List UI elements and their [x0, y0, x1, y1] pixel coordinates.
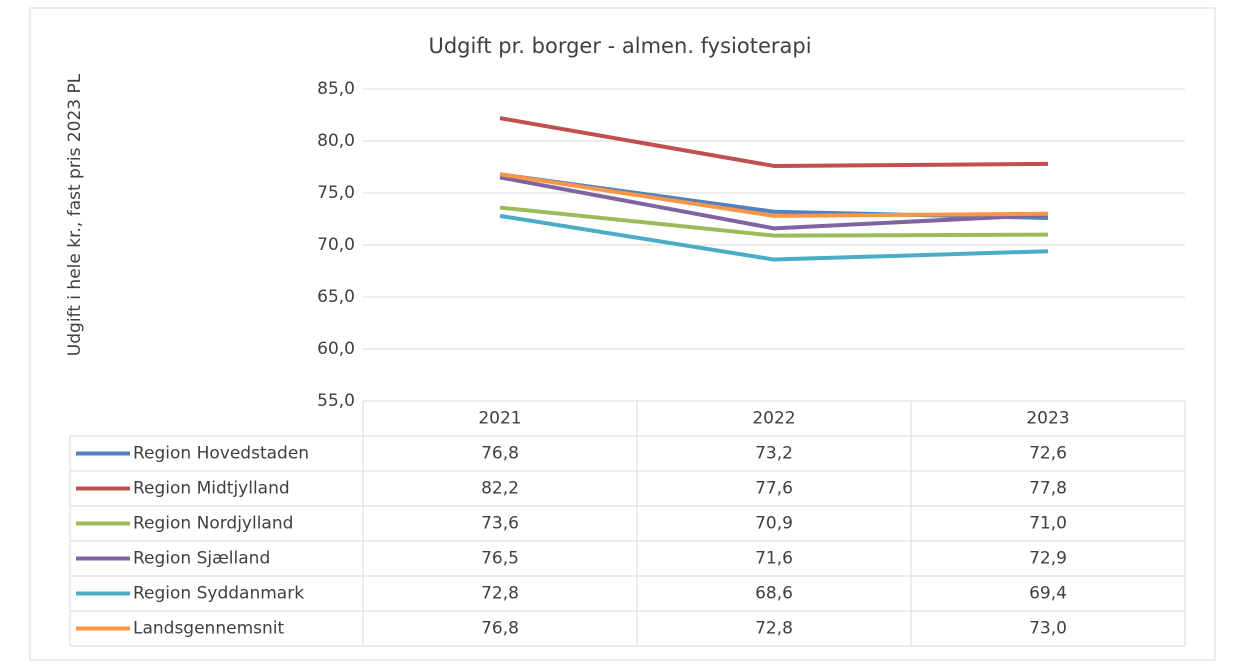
table-value: 69,4	[1029, 584, 1067, 604]
table-value: 71,6	[755, 549, 793, 569]
table-value: 72,8	[755, 619, 793, 639]
table-value: 76,8	[481, 619, 519, 639]
table-value: 77,6	[755, 479, 793, 499]
x-tick-label: 2023	[1026, 409, 1069, 429]
legend-label: Region Hovedstaden	[133, 444, 309, 464]
series-line	[499, 172, 1049, 218]
legend-label: Region Midtjylland	[133, 479, 290, 499]
y-tick-label: 85,0	[317, 79, 355, 99]
table-value: 73,6	[481, 514, 519, 534]
chart-title: Udgift pr. borger - almen. fysioterapi	[428, 34, 811, 58]
series-line	[499, 116, 1049, 168]
table-value: 73,0	[1029, 619, 1067, 639]
y-tick-label: 55,0	[317, 391, 355, 411]
table-value: 76,5	[481, 549, 519, 569]
x-tick-label: 2021	[478, 409, 521, 429]
table-value: 77,8	[1029, 479, 1067, 499]
table-value: 72,8	[481, 584, 519, 604]
legend-label: Landsgennemsnit	[133, 619, 284, 639]
table-value: 82,2	[481, 479, 519, 499]
legend-label: Region Nordjylland	[133, 514, 293, 534]
table-value: 71,0	[1029, 514, 1067, 534]
table-value: 72,9	[1029, 549, 1067, 569]
table-value: 76,8	[481, 444, 519, 464]
series-line	[499, 175, 1049, 231]
series-line	[499, 205, 1049, 238]
chart-frame	[29, 7, 1216, 661]
x-tick-label: 2022	[752, 409, 795, 429]
table-value: 72,6	[1029, 444, 1067, 464]
y-tick-label: 70,0	[317, 235, 355, 255]
y-axis-label: Udgift i hele kr., fast pris 2023 PL	[65, 73, 85, 356]
y-tick-label: 75,0	[317, 183, 355, 203]
y-tick-label: 60,0	[317, 339, 355, 359]
table-value: 70,9	[755, 514, 793, 534]
legend-label: Region Sjælland	[133, 549, 270, 569]
legend-label: Region Syddanmark	[133, 584, 304, 604]
y-tick-label: 80,0	[317, 131, 355, 151]
table-value: 73,2	[755, 444, 793, 464]
table-value: 68,6	[755, 584, 793, 604]
y-tick-label: 65,0	[317, 287, 355, 307]
series-line	[499, 213, 1049, 262]
